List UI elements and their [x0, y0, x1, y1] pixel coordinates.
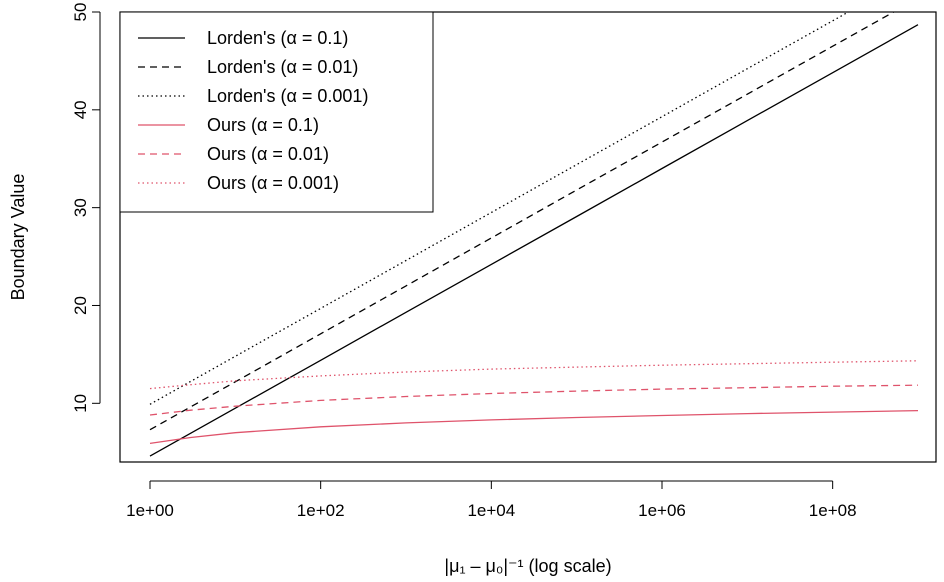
series-line-2: [149, 12, 895, 431]
x-axis: 1e+00 1e+02 1e+04 1e+06 1e+08: [126, 480, 857, 520]
x-tick-label: 1e+02: [297, 501, 345, 520]
x-tick-label: 1e+06: [638, 501, 686, 520]
x-axis-label: |μ₁ – μ₀|⁻¹ (log scale): [444, 556, 611, 576]
x-tick-label: 1e+08: [809, 501, 857, 520]
legend-label: Lorden's (α = 0.1): [207, 28, 348, 48]
series-layer: [149, 12, 919, 457]
y-tick-label: 40: [71, 100, 90, 119]
y-tick-label: 50: [71, 3, 90, 22]
legend-label: Lorden's (α = 0.01): [207, 57, 358, 77]
series-line-3: [149, 12, 850, 405]
series-line-6: [149, 360, 919, 390]
legend-label: Lorden's (α = 0.001): [207, 86, 368, 106]
legend-label: Ours (α = 0.01): [207, 144, 329, 164]
y-tick-label: 30: [71, 198, 90, 217]
y-axis-label: Boundary Value: [8, 174, 28, 301]
y-axis: 10 20 30 40 50: [71, 3, 101, 413]
legend-label: Ours (α = 0.001): [207, 173, 339, 193]
legend-label: Ours (α = 0.1): [207, 115, 319, 135]
legend-box: [119, 11, 434, 213]
series-line-1: [149, 24, 919, 457]
plot-frame: [119, 11, 937, 463]
legend: Lorden's (α = 0.1) Lorden's (α = 0.01) Lor…: [119, 11, 434, 213]
series-line-5: [149, 384, 919, 416]
x-tick-label: 1e+00: [126, 501, 174, 520]
y-tick-label: 20: [71, 296, 90, 315]
x-tick-label: 1e+04: [467, 501, 515, 520]
y-tick-label: 10: [71, 394, 90, 413]
series-line-4: [149, 409, 919, 445]
